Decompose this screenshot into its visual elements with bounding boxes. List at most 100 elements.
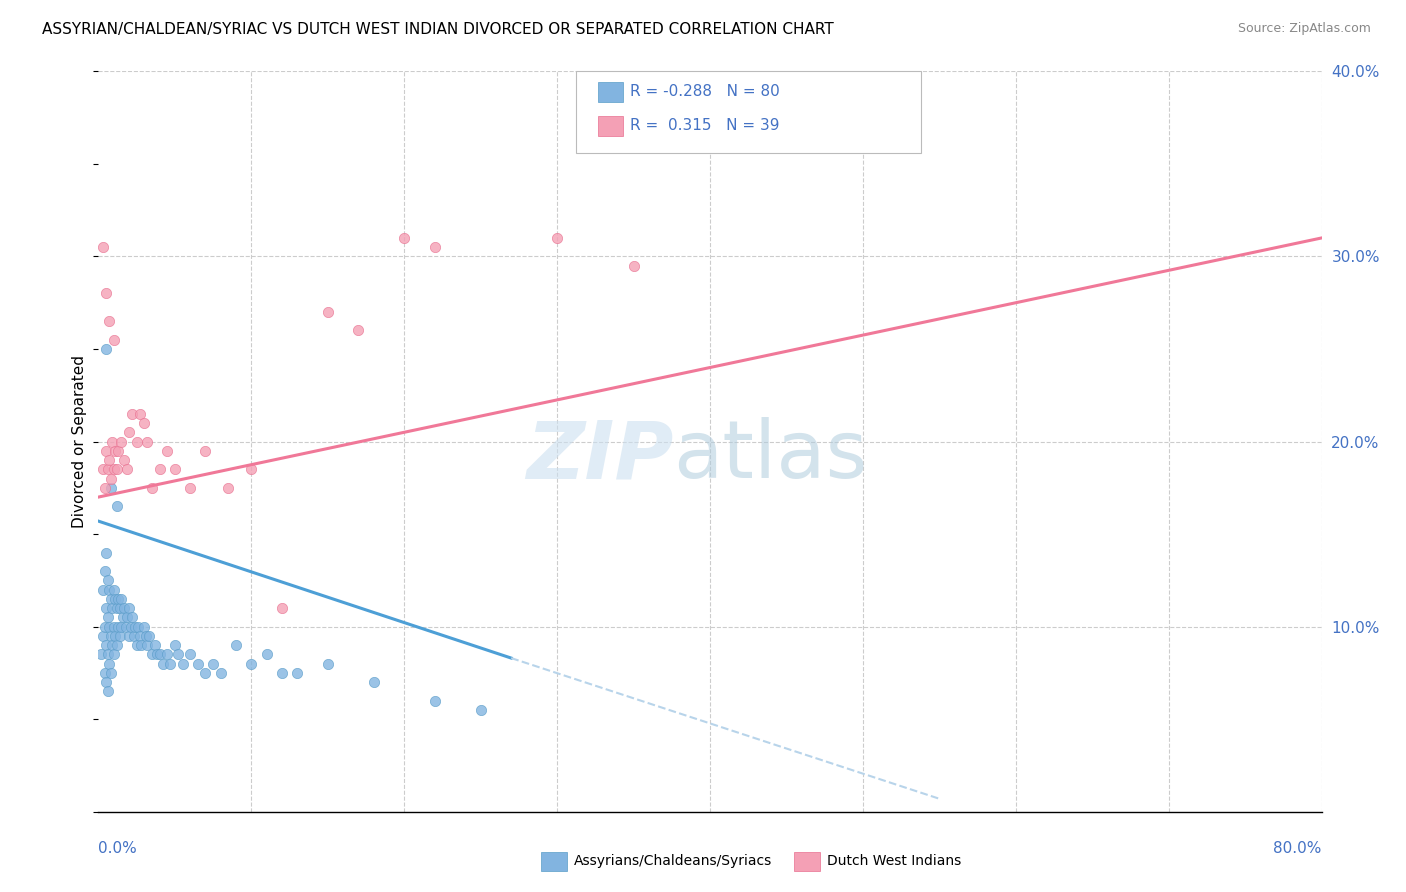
Point bbox=[138, 629, 160, 643]
Point bbox=[100, 629, 122, 643]
Point bbox=[98, 619, 121, 633]
Point bbox=[163, 638, 186, 652]
Point bbox=[122, 629, 145, 643]
Point bbox=[124, 619, 146, 633]
Point bbox=[128, 629, 150, 643]
Point bbox=[108, 601, 131, 615]
Point bbox=[104, 591, 127, 606]
Point bbox=[270, 665, 292, 680]
Point bbox=[423, 694, 446, 708]
Point bbox=[156, 648, 179, 662]
Point bbox=[120, 619, 142, 633]
Point bbox=[100, 471, 122, 485]
Point bbox=[111, 610, 134, 624]
Point bbox=[159, 657, 181, 671]
Point bbox=[97, 462, 120, 476]
Point bbox=[470, 703, 492, 717]
Point bbox=[285, 665, 308, 680]
Point bbox=[225, 638, 247, 652]
Point bbox=[194, 443, 217, 458]
Point bbox=[110, 434, 132, 449]
Point bbox=[118, 629, 141, 643]
Text: R =  0.315   N = 39: R = 0.315 N = 39 bbox=[630, 119, 779, 133]
Point bbox=[98, 453, 121, 467]
Text: Dutch West Indians: Dutch West Indians bbox=[827, 854, 960, 868]
Point bbox=[101, 638, 124, 652]
Point bbox=[134, 416, 156, 430]
Point bbox=[347, 324, 370, 338]
Point bbox=[108, 629, 131, 643]
Point bbox=[110, 591, 132, 606]
Point bbox=[363, 675, 385, 690]
Point bbox=[187, 657, 209, 671]
Point bbox=[105, 638, 128, 652]
Point bbox=[93, 665, 115, 680]
Point bbox=[121, 407, 143, 421]
Point bbox=[316, 657, 339, 671]
Point bbox=[240, 462, 263, 476]
Point bbox=[136, 638, 159, 652]
Y-axis label: Divorced or Separated: Divorced or Separated bbox=[72, 355, 87, 528]
Text: ZIP: ZIP bbox=[526, 417, 673, 495]
Point bbox=[217, 481, 239, 495]
Point bbox=[104, 443, 127, 458]
Point bbox=[202, 657, 225, 671]
Point bbox=[112, 453, 135, 467]
Point bbox=[94, 342, 117, 356]
Point bbox=[100, 591, 122, 606]
Point bbox=[94, 545, 117, 560]
Point bbox=[90, 648, 112, 662]
Point bbox=[125, 638, 148, 652]
Point bbox=[156, 443, 179, 458]
Point bbox=[91, 629, 114, 643]
Point bbox=[194, 665, 217, 680]
Point bbox=[100, 481, 122, 495]
Point bbox=[98, 314, 121, 328]
Point bbox=[97, 684, 120, 698]
Point bbox=[93, 564, 115, 578]
Text: 0.0%: 0.0% bbox=[98, 841, 138, 856]
Point bbox=[149, 648, 172, 662]
Point bbox=[134, 619, 156, 633]
Point bbox=[423, 240, 446, 254]
Point bbox=[98, 657, 121, 671]
Point bbox=[104, 629, 127, 643]
Point bbox=[110, 619, 132, 633]
Point bbox=[118, 601, 141, 615]
Point bbox=[546, 231, 568, 245]
Point bbox=[103, 582, 125, 597]
Point bbox=[101, 434, 124, 449]
Point bbox=[105, 601, 128, 615]
Point bbox=[117, 610, 139, 624]
Point bbox=[112, 601, 135, 615]
Point bbox=[115, 619, 138, 633]
Text: Assyrians/Chaldeans/Syriacs: Assyrians/Chaldeans/Syriacs bbox=[574, 854, 772, 868]
Point bbox=[240, 657, 263, 671]
Point bbox=[97, 648, 120, 662]
Point bbox=[270, 601, 292, 615]
Point bbox=[105, 500, 128, 514]
Text: 80.0%: 80.0% bbox=[1274, 841, 1322, 856]
Point bbox=[121, 610, 143, 624]
Point bbox=[179, 481, 201, 495]
Point bbox=[167, 648, 190, 662]
Point bbox=[179, 648, 201, 662]
Point bbox=[101, 601, 124, 615]
Point bbox=[107, 591, 129, 606]
Point bbox=[94, 601, 117, 615]
Point bbox=[107, 443, 129, 458]
Point bbox=[94, 675, 117, 690]
Point bbox=[141, 481, 163, 495]
Point bbox=[143, 638, 166, 652]
Point bbox=[623, 259, 645, 273]
Point bbox=[136, 434, 159, 449]
Point bbox=[98, 582, 121, 597]
Point bbox=[128, 407, 150, 421]
Text: ASSYRIAN/CHALDEAN/SYRIAC VS DUTCH WEST INDIAN DIVORCED OR SEPARATED CORRELATION : ASSYRIAN/CHALDEAN/SYRIAC VS DUTCH WEST I… bbox=[42, 22, 834, 37]
Point bbox=[149, 462, 172, 476]
Point bbox=[107, 619, 129, 633]
Point bbox=[93, 619, 115, 633]
Point bbox=[127, 619, 149, 633]
Point bbox=[135, 629, 157, 643]
Point bbox=[141, 648, 163, 662]
